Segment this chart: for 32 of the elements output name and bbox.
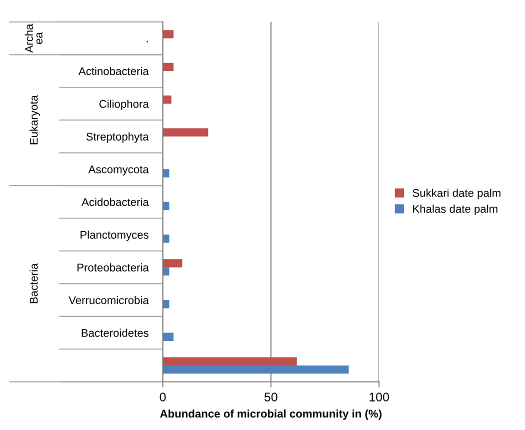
- text: Bacteria: [30, 263, 38, 304]
- bar: [162, 300, 170, 308]
- bar: [162, 202, 170, 210]
- bar: [162, 62, 174, 72]
- bar: [162, 365, 349, 374]
- bar: [162, 357, 297, 366]
- y-tick-label: Acidobacteria: [82, 198, 149, 206]
- y-tick-label: Bacteroidetes: [82, 328, 148, 337]
- y-tick-label: Proteobacteria: [78, 263, 149, 272]
- legend-label: Khalas date palm: [413, 204, 498, 216]
- bar: [162, 234, 170, 243]
- bar: [162, 169, 170, 178]
- y-tick-label: Actinobacteria: [78, 66, 149, 76]
- x-tick-label: 100: [370, 392, 389, 402]
- bar: [162, 332, 174, 341]
- bar: [162, 259, 182, 268]
- legend-label: Sukkari date palm: [412, 188, 500, 200]
- y-tick-label: Ciliophora: [99, 100, 149, 110]
- x-tick-label: 0: [160, 392, 166, 402]
- y-tick-label: Verrucomicrobia: [68, 296, 149, 304]
- x-tick-label: 50: [264, 392, 278, 402]
- bar: [162, 128, 208, 136]
- text: Eukaryota: [30, 95, 40, 144]
- y-tick-label: .: [146, 41, 148, 42]
- y-tick-label: Streptophyta: [86, 132, 149, 143]
- bar: [162, 96, 172, 104]
- y-tick-label: Ascomycota: [88, 166, 149, 176]
- bar: [162, 267, 170, 276]
- text: Archa ea: [24, 24, 43, 53]
- y-tick-label: Planctomyces: [80, 230, 148, 241]
- bar: [162, 30, 174, 38]
- x-axis-title: Abundance of microbial community in (%): [160, 409, 382, 420]
